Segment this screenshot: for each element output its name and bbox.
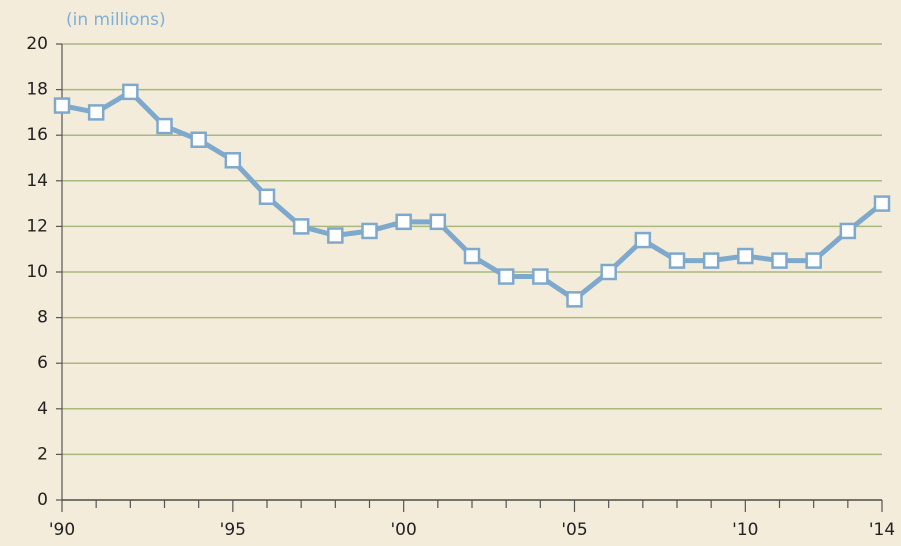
y-tick-label: 6	[37, 353, 48, 373]
y-tick-label: 12	[26, 216, 48, 236]
y-tick-label: 20	[26, 34, 48, 54]
point-marker	[634, 231, 652, 249]
x-tick-label: '14	[869, 520, 895, 540]
point-marker	[737, 247, 754, 265]
point-marker	[327, 227, 344, 244]
y-tick-label: 8	[37, 308, 48, 328]
point-marker	[122, 83, 139, 101]
point-marker	[600, 263, 617, 281]
point-marker	[839, 222, 857, 240]
point-marker	[771, 252, 788, 269]
y-tick-label: 18	[26, 80, 48, 100]
point-marker	[532, 268, 549, 285]
point-marker	[292, 218, 310, 235]
point-marker	[566, 291, 583, 308]
point-marker	[87, 104, 105, 121]
point-marker	[702, 252, 720, 269]
point-marker	[361, 222, 378, 240]
point-marker	[156, 117, 173, 135]
point-marker	[224, 152, 242, 169]
x-tick-label: '10	[732, 520, 758, 540]
point-marker	[873, 195, 891, 212]
point-marker	[805, 252, 822, 269]
y-tick-label: 0	[37, 490, 48, 510]
y-tick-label: 10	[26, 262, 48, 282]
x-tick-label: '90	[49, 520, 75, 540]
line-series	[61, 89, 884, 302]
x-tick-label: '05	[561, 520, 587, 540]
x-tick-label: '95	[220, 520, 246, 540]
point-marker	[497, 268, 515, 285]
y-tick-label: 2	[37, 444, 48, 464]
y-tick-label: 14	[26, 171, 48, 191]
point-marker	[190, 131, 207, 149]
y-tick-label: 16	[26, 125, 48, 145]
point-marker	[668, 252, 686, 269]
point-marker	[429, 213, 447, 231]
point-marker	[258, 188, 276, 206]
point-marker	[395, 213, 412, 231]
point-marker	[53, 97, 71, 114]
x-tick-label: '00	[391, 520, 417, 540]
point-marker	[463, 247, 481, 265]
y-axis-label: (in millions)	[66, 10, 166, 30]
y-tick-label: 4	[37, 399, 48, 419]
